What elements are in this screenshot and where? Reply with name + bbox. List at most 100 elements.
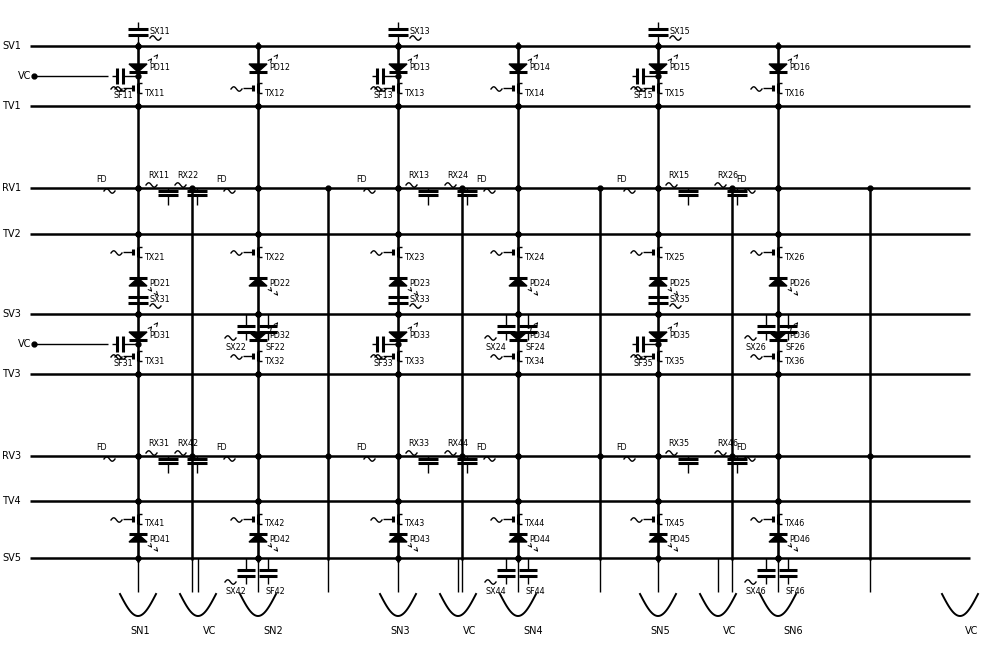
Polygon shape [649,534,667,542]
Text: SX24: SX24 [486,342,507,352]
Text: FD: FD [96,444,107,452]
Polygon shape [769,278,787,286]
Polygon shape [249,534,267,542]
Text: PD11: PD11 [149,63,170,71]
Polygon shape [249,332,267,340]
Text: SF13: SF13 [374,91,394,99]
Text: SX46: SX46 [746,587,767,595]
Text: PD12: PD12 [269,63,290,71]
Text: TV3: TV3 [2,369,21,379]
Polygon shape [769,332,787,340]
Polygon shape [509,64,527,72]
Text: FD: FD [616,176,627,184]
Polygon shape [509,534,527,542]
Text: VC: VC [18,71,31,81]
Text: PD33: PD33 [409,330,430,340]
Polygon shape [389,332,407,340]
Text: SF15: SF15 [634,91,654,99]
Text: SF46: SF46 [786,587,806,595]
Text: SX11: SX11 [150,27,171,35]
Polygon shape [649,64,667,72]
Text: PD14: PD14 [529,63,550,71]
Text: TX11: TX11 [144,89,164,97]
Text: PD21: PD21 [149,278,170,288]
Polygon shape [389,534,407,542]
Text: SF26: SF26 [786,342,806,352]
Text: SV5: SV5 [2,553,21,563]
Text: VC: VC [18,339,31,349]
Text: TV1: TV1 [2,101,21,111]
Text: PD43: PD43 [409,535,430,543]
Text: TX35: TX35 [664,356,684,366]
Text: TX42: TX42 [264,519,284,529]
Text: PD34: PD34 [529,330,550,340]
Text: RV3: RV3 [2,451,21,461]
Text: SN3: SN3 [390,626,410,636]
Text: TX31: TX31 [144,356,164,366]
Text: TX14: TX14 [524,89,544,97]
Text: VC: VC [203,626,216,636]
Text: PD45: PD45 [669,535,690,543]
Text: RX15: RX15 [668,170,689,180]
Text: FD: FD [616,444,627,452]
Text: PD13: PD13 [409,63,430,71]
Text: TX45: TX45 [664,519,684,529]
Text: RX31: RX31 [148,438,169,448]
Text: PD42: PD42 [269,535,290,543]
Text: TX25: TX25 [664,252,684,262]
Polygon shape [129,332,147,340]
Text: SF35: SF35 [634,358,654,368]
Text: PD23: PD23 [409,278,430,288]
Text: SX35: SX35 [670,294,691,304]
Polygon shape [769,534,787,542]
Text: SV3: SV3 [2,309,21,319]
Text: SF44: SF44 [526,587,546,595]
Text: TX12: TX12 [264,89,284,97]
Text: VC: VC [723,626,736,636]
Text: TV4: TV4 [2,496,21,506]
Text: SX44: SX44 [486,587,507,595]
Text: TX36: TX36 [784,356,804,366]
Text: PD15: PD15 [669,63,690,71]
Text: TX16: TX16 [784,89,804,97]
Text: TX46: TX46 [784,519,804,529]
Polygon shape [129,64,147,72]
Text: SN2: SN2 [263,626,283,636]
Text: SV1: SV1 [2,41,21,51]
Text: RX13: RX13 [408,170,429,180]
Text: SX26: SX26 [746,342,767,352]
Text: RX24: RX24 [447,170,468,180]
Text: PD25: PD25 [669,278,690,288]
Polygon shape [509,278,527,286]
Text: PD22: PD22 [269,278,290,288]
Text: SX33: SX33 [410,294,431,304]
Text: VC: VC [965,626,978,636]
Polygon shape [389,278,407,286]
Text: TX13: TX13 [404,89,424,97]
Text: SF33: SF33 [374,358,394,368]
Text: TV2: TV2 [2,229,21,239]
Text: SF24: SF24 [526,342,546,352]
Text: PD31: PD31 [149,330,170,340]
Text: RX42: RX42 [177,438,198,448]
Text: TX44: TX44 [524,519,544,529]
Text: SN1: SN1 [130,626,150,636]
Text: PD32: PD32 [269,330,290,340]
Text: TX24: TX24 [524,252,544,262]
Text: VC: VC [463,626,476,636]
Text: TX41: TX41 [144,519,164,529]
Text: SF42: SF42 [266,587,286,595]
Polygon shape [129,278,147,286]
Text: SX22: SX22 [226,342,247,352]
Polygon shape [509,332,527,340]
Text: FD: FD [356,444,367,452]
Text: SN6: SN6 [783,626,803,636]
Text: RX26: RX26 [717,170,738,180]
Text: FD: FD [216,444,227,452]
Text: PD36: PD36 [789,330,810,340]
Text: FD: FD [96,176,107,184]
Polygon shape [389,64,407,72]
Text: TX43: TX43 [404,519,424,529]
Text: PD44: PD44 [529,535,550,543]
Text: FD: FD [356,176,367,184]
